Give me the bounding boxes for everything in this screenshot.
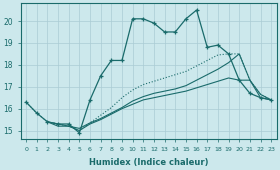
X-axis label: Humidex (Indice chaleur): Humidex (Indice chaleur)	[89, 158, 208, 167]
